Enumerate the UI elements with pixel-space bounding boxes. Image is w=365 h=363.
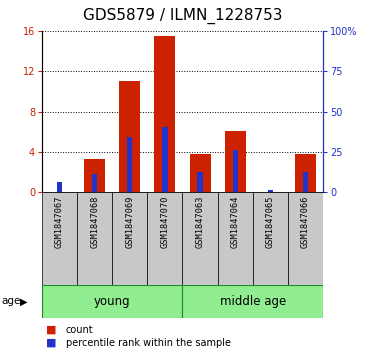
Bar [295, 154, 316, 192]
Bar [303, 172, 308, 192]
Text: GSM1847067: GSM1847067 [55, 195, 64, 248]
Bar [112, 192, 147, 285]
Bar [84, 159, 105, 192]
Bar [154, 36, 176, 192]
Bar [57, 182, 62, 192]
Bar [197, 172, 203, 192]
Bar [218, 192, 253, 285]
Text: ▶: ▶ [20, 296, 27, 306]
Bar [233, 150, 238, 192]
Text: GSM1847069: GSM1847069 [125, 195, 134, 248]
Bar [288, 192, 323, 285]
Text: young: young [94, 295, 131, 308]
Text: ■: ■ [46, 338, 56, 348]
Bar [225, 131, 246, 192]
Bar [92, 174, 97, 192]
Bar [77, 192, 112, 285]
Bar [182, 192, 218, 285]
Bar [268, 190, 273, 192]
Bar [189, 154, 211, 192]
Text: GSM1847064: GSM1847064 [231, 195, 240, 248]
Text: age: age [2, 296, 21, 306]
Bar [162, 127, 168, 192]
Text: GSM1847068: GSM1847068 [90, 195, 99, 248]
Bar [42, 285, 182, 318]
Text: GSM1847063: GSM1847063 [196, 195, 204, 248]
Bar [182, 285, 323, 318]
Text: middle age: middle age [220, 295, 286, 308]
Text: ■: ■ [46, 325, 56, 335]
Text: count: count [66, 325, 93, 335]
Bar [253, 192, 288, 285]
Bar [119, 81, 140, 192]
Bar [42, 192, 77, 285]
Bar [127, 137, 132, 192]
Text: GSM1847070: GSM1847070 [161, 195, 169, 248]
Text: GSM1847066: GSM1847066 [301, 195, 310, 248]
Text: GSM1847065: GSM1847065 [266, 195, 275, 248]
Text: GDS5879 / ILMN_1228753: GDS5879 / ILMN_1228753 [83, 8, 282, 24]
Bar [147, 192, 182, 285]
Text: percentile rank within the sample: percentile rank within the sample [66, 338, 231, 348]
